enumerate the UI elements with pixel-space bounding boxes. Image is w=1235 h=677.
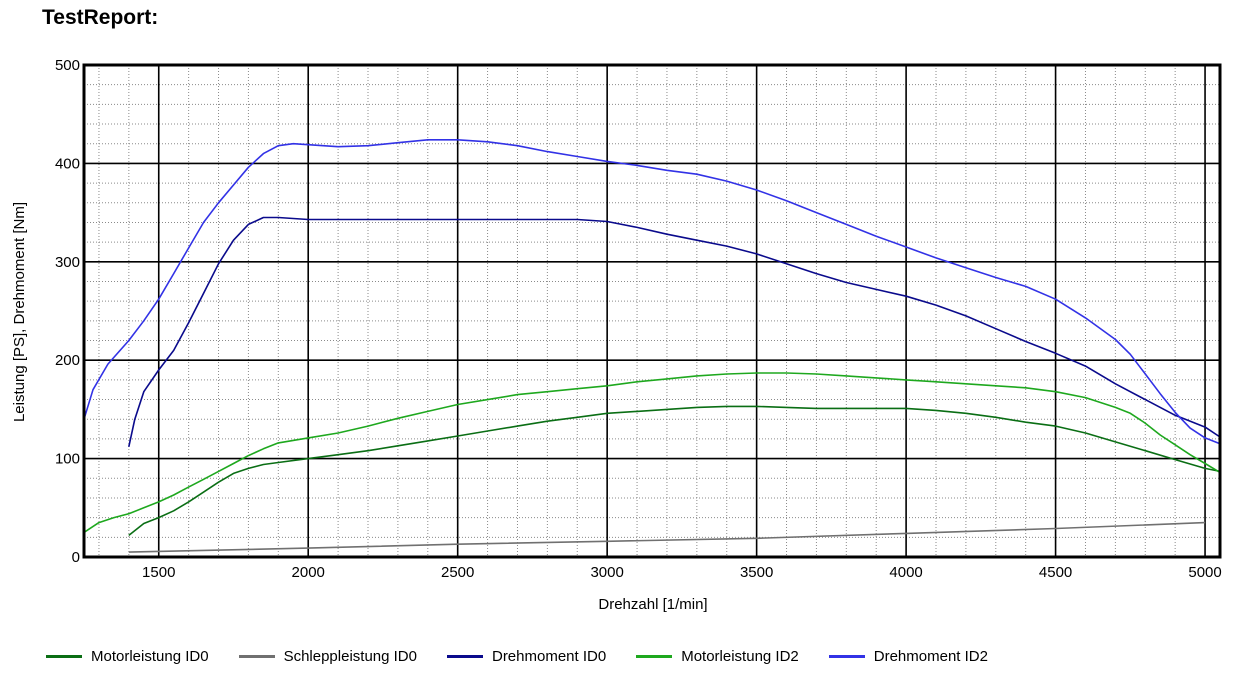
legend-item: Drehmoment ID2 — [828, 648, 988, 665]
series-line-motorleistung-id2 — [83, 372, 1221, 534]
legend-swatch — [238, 655, 275, 658]
minor-grid — [84, 65, 1220, 557]
x-tick-label: 4000 — [889, 564, 922, 581]
y-tick-label: 500 — [55, 57, 80, 74]
major-grid — [84, 65, 1220, 557]
legend-label: Drehmoment ID2 — [873, 648, 988, 665]
series-layer — [83, 139, 1221, 553]
y-tick-label: 400 — [55, 155, 80, 172]
series-line-drehmoment-id2 — [83, 139, 1221, 445]
legend-swatch — [46, 655, 82, 658]
legend-label: Drehmoment ID0 — [491, 648, 607, 665]
legend-label: Motorleistung ID0 — [91, 648, 209, 665]
legend-swatch — [636, 655, 673, 658]
series-line-drehmoment-id0 — [128, 216, 1221, 447]
x-tick-label: 5000 — [1188, 564, 1221, 581]
legend-label: Schleppleistung ID0 — [283, 648, 417, 665]
legend-item: Schleppleistung ID0 — [238, 648, 417, 665]
series-line-motorleistung-id0 — [128, 405, 1221, 537]
legend: Motorleistung ID0 Schleppleistung ID0 Dreh… — [46, 648, 1018, 665]
page-title: TestReport: — [42, 6, 159, 29]
x-axis-label: Drehzahl [1/min] — [598, 596, 707, 613]
x-tick-label: 1500 — [142, 564, 175, 581]
x-tick-label: 3000 — [590, 564, 623, 581]
y-tick-label: 200 — [55, 352, 80, 369]
legend-item: Motorleistung ID0 — [46, 648, 209, 665]
x-tick-label: 4500 — [1039, 564, 1072, 581]
y-tick-label: 300 — [55, 254, 80, 271]
x-tick-label: 2500 — [441, 564, 474, 581]
legend-swatch — [828, 655, 865, 658]
legend-label: Motorleistung ID2 — [681, 648, 799, 665]
legend-item: Drehmoment ID0 — [446, 648, 607, 665]
legend-item: Motorleistung ID2 — [636, 648, 799, 665]
legend-swatch — [446, 655, 483, 658]
x-tick-label: 2000 — [292, 564, 325, 581]
y-tick-label: 100 — [55, 451, 80, 468]
y-axis-label: Leistung [PS], Drehmoment [Nm] — [11, 202, 28, 422]
series-line-schleppleistung-id0 — [128, 521, 1206, 553]
x-tick-label: 3500 — [740, 564, 773, 581]
y-tick-label: 0 — [72, 549, 80, 566]
plot-border — [82, 63, 1222, 559]
tick-layer: 1500 2000 2500 3000 3500 4000 4500 5000 0 100 200 3… — [55, 57, 1222, 581]
